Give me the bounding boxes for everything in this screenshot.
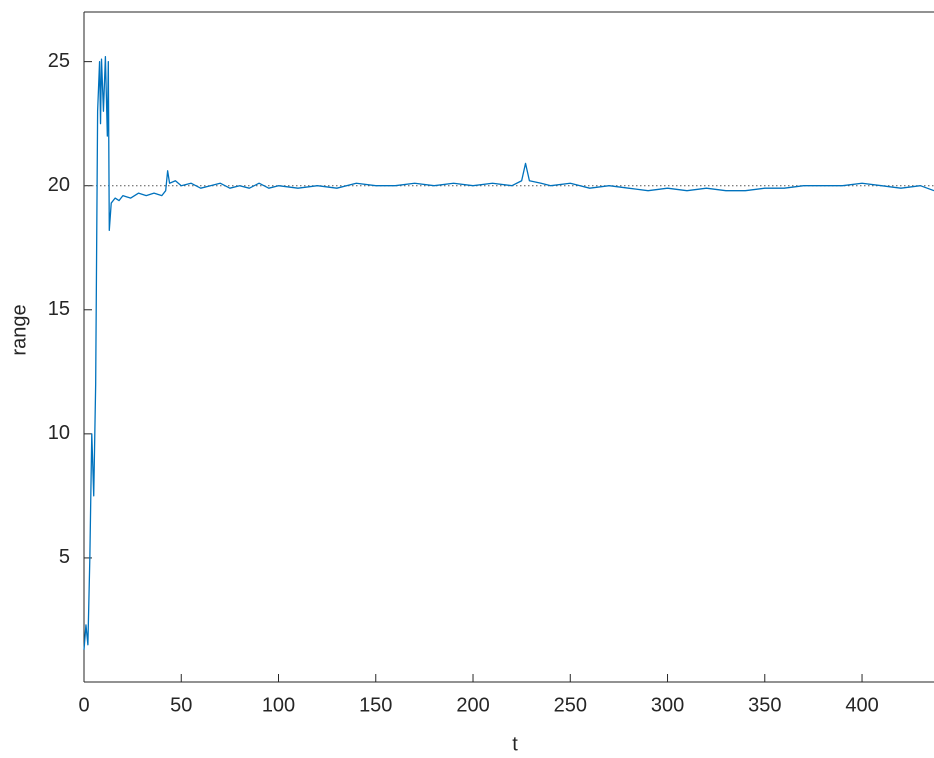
x-tick-label: 100 <box>262 694 295 716</box>
y-axis-label: range <box>8 304 30 355</box>
data-line <box>83 56 934 650</box>
x-tick-label: 50 <box>170 694 192 716</box>
x-tick-label: 200 <box>456 694 489 716</box>
x-tick-label: 350 <box>748 694 781 716</box>
y-tick-label: 20 <box>48 174 70 196</box>
x-tick-label: 400 <box>845 694 878 716</box>
y-tick-label: 5 <box>59 546 70 568</box>
y-tick-label: 10 <box>48 422 70 444</box>
x-axis-label: t <box>512 733 518 755</box>
x-tick-label: 300 <box>651 694 684 716</box>
x-tick-label: 250 <box>554 694 587 716</box>
x-tick-label: 0 <box>78 694 89 716</box>
x-tick-label: 150 <box>359 694 392 716</box>
y-tick-label: 25 <box>48 50 70 72</box>
y-tick-label: 15 <box>48 298 70 320</box>
